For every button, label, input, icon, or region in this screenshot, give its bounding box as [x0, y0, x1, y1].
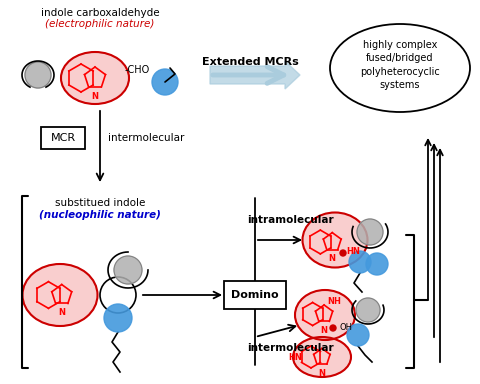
Text: highly complex
fused/bridged
polyheterocyclic
systems: highly complex fused/bridged polyheteroc… — [360, 40, 439, 90]
Circle shape — [329, 325, 336, 331]
Text: intermolecular: intermolecular — [108, 133, 184, 143]
Text: N: N — [328, 254, 335, 263]
FancyBboxPatch shape — [224, 281, 286, 309]
Text: HN: HN — [345, 248, 359, 257]
Text: (electrophilic nature): (electrophilic nature) — [45, 19, 155, 29]
FancyArrow shape — [210, 61, 300, 89]
Circle shape — [356, 219, 382, 245]
Circle shape — [25, 62, 51, 88]
Text: N: N — [320, 326, 327, 335]
Text: HN: HN — [288, 353, 301, 361]
Text: -CHO: -CHO — [125, 65, 150, 75]
Ellipse shape — [302, 212, 367, 268]
Circle shape — [114, 256, 142, 284]
Circle shape — [100, 277, 136, 313]
Ellipse shape — [294, 290, 354, 340]
FancyBboxPatch shape — [41, 127, 85, 149]
Circle shape — [355, 298, 379, 322]
Text: (nucleophilic nature): (nucleophilic nature) — [39, 210, 161, 220]
Ellipse shape — [23, 264, 97, 326]
Circle shape — [152, 69, 178, 95]
Text: OH: OH — [339, 323, 352, 333]
Circle shape — [339, 250, 345, 256]
Text: N: N — [58, 308, 65, 318]
Text: N: N — [91, 92, 98, 101]
Text: indole carboxaldehyde: indole carboxaldehyde — [41, 8, 159, 18]
Text: Domino: Domino — [231, 290, 278, 300]
Text: NH: NH — [326, 298, 340, 306]
Ellipse shape — [292, 337, 350, 377]
Circle shape — [365, 253, 387, 275]
Ellipse shape — [61, 52, 129, 104]
Text: intramolecular: intramolecular — [246, 215, 333, 225]
Circle shape — [348, 251, 370, 273]
Circle shape — [104, 304, 132, 332]
Text: N: N — [318, 369, 325, 377]
Text: substitued indole: substitued indole — [55, 198, 145, 208]
Circle shape — [346, 324, 368, 346]
Text: Extended MCRs: Extended MCRs — [201, 57, 298, 67]
Text: intermolecular: intermolecular — [246, 343, 333, 353]
Text: MCR: MCR — [50, 133, 75, 143]
